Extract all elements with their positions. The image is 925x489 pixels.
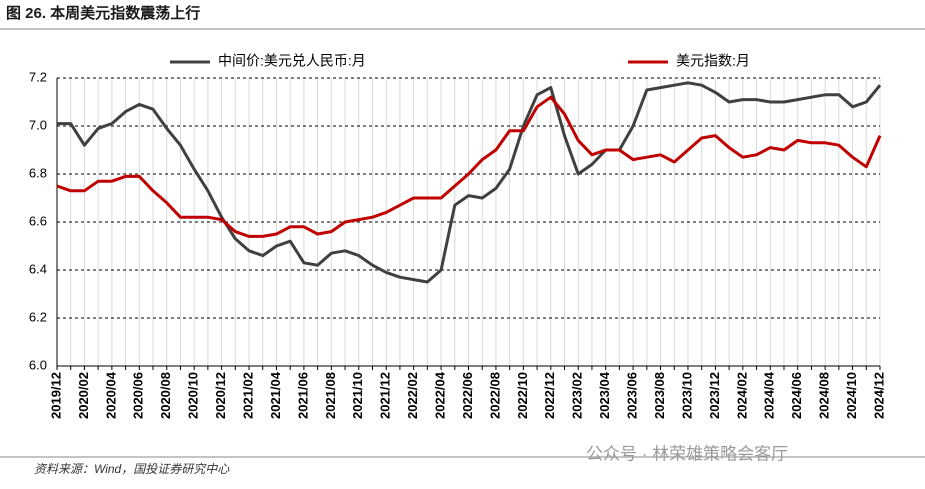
x-tick-label: 2023/02	[570, 372, 585, 419]
y-tick-label: 6.2	[29, 309, 47, 324]
x-tick-label: 2024/12	[871, 372, 886, 419]
y-tick-label: 7.2	[29, 69, 47, 84]
legend-label: 中间价:美元兑人民币:月	[218, 53, 366, 69]
x-tick-label: 2023/10	[679, 372, 694, 419]
x-tick-label: 2022/12	[542, 372, 557, 419]
x-tick-label: 2021/12	[378, 372, 393, 419]
legend-label: 美元指数:月	[676, 53, 750, 69]
source: 资料来源：Wind，国投证券研究中心	[34, 462, 230, 476]
x-tick-label: 2023/12	[707, 372, 722, 419]
y-tick-label: 6.0	[29, 357, 47, 372]
x-tick-label: 2022/08	[487, 372, 502, 419]
x-tick-label: 2020/10	[186, 372, 201, 419]
x-tick-label: 2024/10	[844, 372, 859, 419]
y-tick-label: 6.6	[29, 213, 47, 228]
x-tick-label: 2020/04	[103, 371, 118, 419]
watermark: 公众号 · 林荣雄策略会客厅	[586, 444, 788, 463]
x-tick-label: 2024/08	[817, 372, 832, 419]
x-tick-label: 2021/08	[323, 372, 338, 419]
x-tick-label: 2022/10	[515, 372, 530, 419]
x-tick-label: 2021/02	[240, 372, 255, 419]
x-tick-label: 2021/06	[295, 372, 310, 419]
series-line	[57, 81, 882, 284]
x-tick-label: 2022/06	[460, 372, 475, 419]
y-tick-label: 7.0	[29, 117, 47, 132]
x-tick-label: 2023/08	[652, 372, 667, 419]
x-tick-label: 2022/02	[405, 372, 420, 419]
x-tick-label: 2020/06	[131, 372, 146, 419]
x-tick-label: 2021/10	[350, 372, 365, 419]
x-tick-label: 2023/04	[597, 371, 612, 419]
y-tick-label: 6.4	[29, 261, 47, 276]
x-tick-label: 2020/08	[158, 372, 173, 419]
series-line	[56, 95, 882, 238]
x-tick-label: 2024/06	[789, 372, 804, 419]
x-tick-label: 2024/04	[762, 371, 777, 419]
y-tick-label: 6.8	[29, 165, 47, 180]
x-tick-label: 2020/02	[76, 372, 91, 419]
x-tick-label: 2022/04	[433, 371, 448, 419]
x-tick-label: 2024/02	[734, 372, 749, 419]
x-tick-label: 2020/12	[213, 372, 228, 419]
chart-title: 图 26. 本周美元指数震荡上行	[6, 4, 200, 22]
x-tick-label: 2019/12	[48, 372, 63, 419]
x-tick-label: 2021/04	[268, 371, 283, 419]
x-tick-label: 2023/06	[625, 372, 640, 419]
